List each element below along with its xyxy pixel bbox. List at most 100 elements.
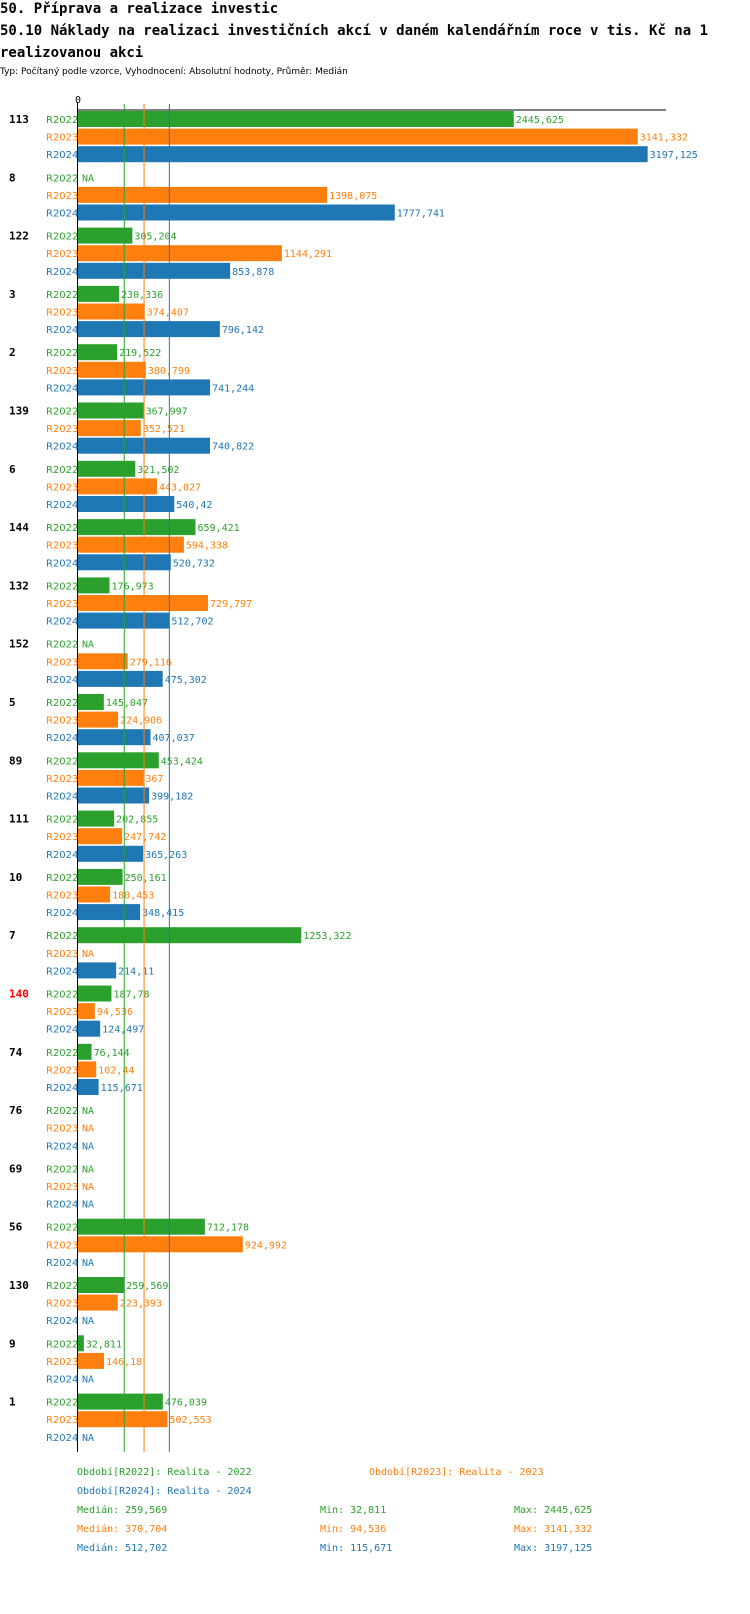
series-label: R2023	[46, 716, 78, 727]
stat-min-r2022: Min: 32,811	[320, 1505, 387, 1516]
data-label: 250,161	[125, 873, 167, 884]
series-label: R2024	[46, 1316, 78, 1327]
bar-89-R2022	[78, 752, 159, 769]
data-label: NA	[82, 1182, 94, 1193]
bar-9-R2022	[78, 1335, 84, 1352]
series-label: R2022	[46, 1339, 78, 1350]
data-label: NA	[82, 1200, 94, 1211]
data-label: 1398,075	[329, 191, 377, 202]
data-label: 476,039	[165, 1398, 207, 1409]
group-label-113: 113	[9, 113, 29, 126]
data-label: 367	[145, 774, 163, 785]
bar-89-R2024	[78, 787, 150, 804]
bar-140-R2024	[78, 1020, 101, 1037]
data-label: 247,742	[124, 832, 166, 843]
group-label-5: 5	[9, 696, 16, 709]
bar-8-R2024	[78, 204, 395, 221]
series-label: R2024	[46, 267, 78, 278]
bar-74-R2023	[78, 1061, 97, 1078]
series-label: R2022	[46, 1048, 78, 1059]
bar-3-R2022	[78, 285, 120, 302]
data-label: 399,182	[151, 792, 193, 803]
series-label: R2022	[46, 348, 78, 359]
data-label: 453,424	[161, 756, 203, 767]
data-label: 741,244	[212, 383, 254, 394]
series-label: R2024	[46, 1025, 78, 1036]
data-label: 214,11	[118, 966, 154, 977]
series-label: R2024	[46, 966, 78, 977]
data-label: 305,204	[134, 232, 176, 243]
x-tick-label: 0	[75, 95, 81, 106]
series-label: R2023	[46, 1240, 78, 1251]
data-label: 2445,625	[516, 115, 564, 126]
bar-3-R2023	[78, 303, 145, 320]
data-label: 94,536	[97, 1007, 133, 1018]
group-label-2: 2	[9, 346, 16, 359]
bar-89-R2023	[78, 769, 144, 786]
bar-56-R2023	[78, 1236, 243, 1253]
page-title: 50. Příprava a realizace investic	[0, 1, 279, 17]
data-label: 502,553	[170, 1415, 212, 1426]
bar-152-R2024	[78, 670, 163, 687]
series-label: R2022	[46, 232, 78, 243]
series-label: R2024	[46, 617, 78, 628]
series-label: R2023	[46, 1182, 78, 1193]
group-label-89: 89	[9, 754, 22, 767]
series-label: R2024	[46, 1375, 78, 1386]
group-label-10: 10	[9, 871, 22, 884]
bar-74-R2022	[78, 1043, 92, 1060]
series-label: R2023	[46, 1007, 78, 1018]
data-label: 76,144	[94, 1048, 130, 1059]
data-label: NA	[82, 640, 94, 651]
stat-median-r2022: Medián: 259,569	[77, 1505, 168, 1516]
data-label: 924,992	[245, 1240, 287, 1251]
series-label: R2023	[46, 1065, 78, 1076]
data-label: 475,302	[165, 675, 207, 686]
series-label: R2023	[46, 657, 78, 668]
data-label: 365,263	[145, 850, 187, 861]
bar-10-R2024	[78, 904, 141, 921]
data-label: 712,178	[207, 1223, 249, 1234]
bar-113-R2024	[78, 146, 648, 163]
data-label: 180,453	[112, 891, 154, 902]
bar-5-R2023	[78, 711, 119, 728]
series-label: R2022	[46, 990, 78, 1001]
series-label: R2022	[46, 115, 78, 126]
group-label-76: 76	[9, 1104, 23, 1117]
bar-7-R2022	[78, 927, 302, 944]
series-label: R2022	[46, 407, 78, 418]
series-label: R2024	[46, 150, 78, 161]
bar-140-R2023	[78, 1003, 95, 1020]
data-label: 352,521	[143, 424, 185, 435]
bar-132-R2023	[78, 595, 209, 611]
data-label: 407,037	[153, 733, 195, 744]
group-label-130: 130	[9, 1279, 29, 1292]
series-label: R2024	[46, 675, 78, 686]
data-label: NA	[82, 173, 94, 184]
data-label: 223,393	[120, 1299, 162, 1310]
series-label: R2023	[46, 891, 78, 902]
data-label: 1253,322	[303, 931, 351, 942]
data-label: 145,047	[106, 698, 148, 709]
bar-1-R2023	[78, 1411, 168, 1428]
series-label: R2023	[46, 133, 78, 144]
bar-130-R2023	[78, 1294, 118, 1311]
series-label: R2024	[46, 792, 78, 803]
bar-113-R2023	[78, 128, 638, 145]
bar-139-R2022	[78, 402, 144, 419]
series-label: R2024	[46, 1433, 78, 1444]
group-label-140: 140	[9, 988, 29, 1001]
bar-130-R2022	[78, 1277, 125, 1293]
stat-max-r2022: Max: 2445,625	[514, 1505, 593, 1516]
series-label: R2023	[46, 1415, 78, 1426]
series-label: R2022	[46, 1223, 78, 1234]
group-label-6: 6	[9, 463, 16, 476]
stat-max-r2023: Max: 3141,332	[514, 1524, 593, 1535]
bar-140-R2022	[78, 985, 112, 1002]
series-label: R2022	[46, 931, 78, 942]
data-label: 259,569	[126, 1281, 168, 1292]
group-label-144: 144	[9, 521, 29, 534]
chart-subtitle: 50.10 Náklady na realizaci investičních …	[0, 23, 709, 61]
series-label: R2024	[46, 442, 78, 453]
group-label-74: 74	[9, 1046, 23, 1059]
